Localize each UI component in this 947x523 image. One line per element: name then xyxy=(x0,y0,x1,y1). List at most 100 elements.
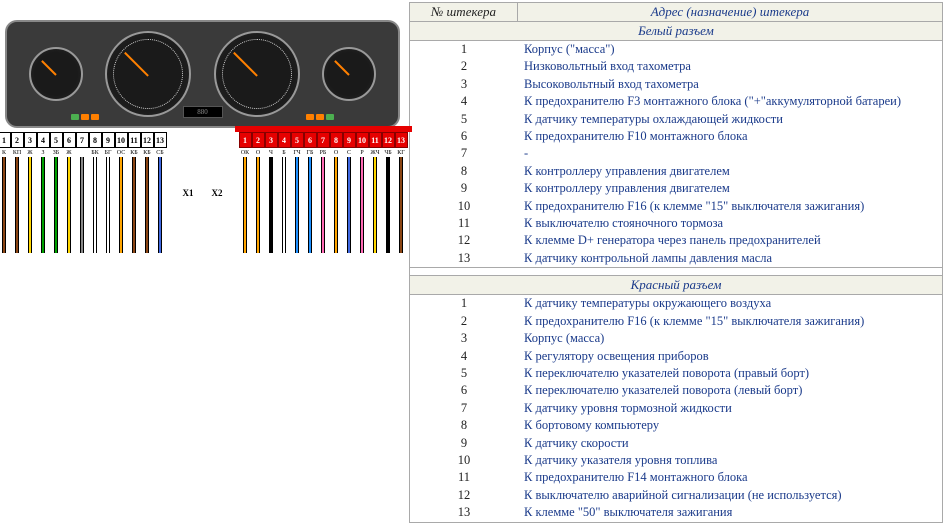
pin-desc-cell: К клемме D+ генератора через панель пред… xyxy=(518,232,821,249)
pin-number: 11 xyxy=(369,132,382,148)
speedometer xyxy=(214,31,300,117)
pin-number: 11 xyxy=(128,132,141,148)
pin-number-cell: 13 xyxy=(410,250,518,267)
wire xyxy=(304,157,317,253)
wire xyxy=(76,157,89,253)
pin-number: 7 xyxy=(317,132,330,148)
pin-number: 5 xyxy=(50,132,63,148)
pin-number: 12 xyxy=(141,132,154,148)
wire xyxy=(317,157,330,253)
wire-label: Ж xyxy=(63,149,76,157)
wire xyxy=(24,157,37,253)
wire-label: ЧБ xyxy=(382,149,395,157)
wire xyxy=(11,157,24,253)
wire-label: Ч xyxy=(265,149,278,157)
wire-label: ГЧ xyxy=(291,149,304,157)
wire-label: Ж xyxy=(24,149,37,157)
pin-desc-cell: Низковольтный вход тахометра xyxy=(518,58,691,75)
wire xyxy=(154,157,167,253)
table-row: 2К предохранителю F16 (к клемме "15" вык… xyxy=(410,313,942,330)
pin-number: 4 xyxy=(37,132,50,148)
pin-number-cell: 10 xyxy=(410,198,518,215)
instrument-cluster: 880 xyxy=(5,20,400,128)
pin-desc-cell: К датчику скорости xyxy=(518,435,629,452)
wire xyxy=(239,157,252,253)
pin-number-cell: 4 xyxy=(410,348,518,365)
pin-number-cell: 12 xyxy=(410,487,518,504)
pin-desc-cell: К контроллеру управления двигателем xyxy=(518,163,730,180)
table-row: 1К датчику температуры окружающего возду… xyxy=(410,295,942,312)
pin-number-cell: 7 xyxy=(410,145,518,162)
pin-number-cell: 4 xyxy=(410,93,518,110)
wire-label: ЖЧ xyxy=(369,149,382,157)
wire xyxy=(278,157,291,253)
wire xyxy=(343,157,356,253)
table-row: 4К регулятору освещения приборов xyxy=(410,348,942,365)
section-header-row: Красный разъем xyxy=(410,276,943,295)
table-row: 2Низковольтный вход тахометра xyxy=(410,58,942,75)
pin-number-cell: 11 xyxy=(410,469,518,486)
wire xyxy=(252,157,265,253)
wiring-diagram-panel: 880 12345678910111213 ККПЖЗЗБЖБКБГОСКБКБ… xyxy=(0,0,405,522)
pin-desc-cell: К предохранителю F3 монтажного блока ("+… xyxy=(518,93,901,110)
tachometer xyxy=(105,31,191,117)
wire xyxy=(37,157,50,253)
wire-label: Б xyxy=(278,149,291,157)
pin-number: 10 xyxy=(115,132,128,148)
wire-label: З xyxy=(37,149,50,157)
wire-label: БГ xyxy=(102,149,115,157)
table-row: 9К контроллеру управления двигателем xyxy=(410,180,942,197)
table-row: 3Высоковольтный вход тахометра xyxy=(410,76,942,93)
pin-number: 10 xyxy=(356,132,369,148)
pin-desc-cell: К предохранителю F14 монтажного блока xyxy=(518,469,748,486)
wire xyxy=(50,157,63,253)
pin-number: 1 xyxy=(239,132,252,148)
table-row: 8К контроллеру управления двигателем xyxy=(410,163,942,180)
pin-desc-cell: К переключателю указателей поворота (пра… xyxy=(518,365,809,382)
header-pin-number: № штекера xyxy=(410,3,518,22)
pin-number: 5 xyxy=(291,132,304,148)
pin-number-cell: 10 xyxy=(410,452,518,469)
pin-desc-cell: К датчику уровня тормозной жидкости xyxy=(518,400,732,417)
table-row: 12К клемме D+ генератора через панель пр… xyxy=(410,232,942,249)
pin-desc-cell: К предохранителю F10 монтажного блока xyxy=(518,128,748,145)
pin-number: 13 xyxy=(154,132,167,148)
pin-number-cell: 2 xyxy=(410,58,518,75)
pin-number-cell: 3 xyxy=(410,76,518,93)
table-row: 8К бортовому компьютеру xyxy=(410,417,942,434)
wire-label: КБ xyxy=(141,149,154,157)
section-title: Белый разъем xyxy=(410,22,943,41)
table-row: 10К предохранителю F16 (к клемме "15" вы… xyxy=(410,198,942,215)
pin-desc-cell: К выключателю стояночного тормоза xyxy=(518,215,723,232)
pin-desc-cell: К бортовому компьютеру xyxy=(518,417,659,434)
table-row: 5К переключателю указателей поворота (пр… xyxy=(410,365,942,382)
pin-number-cell: 9 xyxy=(410,180,518,197)
table-row: 6К переключателю указателей поворота (ле… xyxy=(410,382,942,399)
wire-label: О xyxy=(330,149,343,157)
connector-diagram: 12345678910111213 ККПЖЗЗБЖБКБГОСКБКБСБ X… xyxy=(4,132,401,253)
pin-number: 8 xyxy=(89,132,102,148)
pin-number-cell: 7 xyxy=(410,400,518,417)
wire xyxy=(141,157,154,253)
pin-desc-cell: Корпус (масса) xyxy=(518,330,604,347)
white-connector-x1: 12345678910111213 ККПЖЗЗБЖБКБГОСКБКБСБ xyxy=(0,132,167,253)
pin-desc-cell: Высоковольтный вход тахометра xyxy=(518,76,699,93)
wire-label: Р xyxy=(356,149,369,157)
wire-label: К xyxy=(0,149,11,157)
table-row: 11К выключателю стояночного тормоза xyxy=(410,215,942,232)
table-row: 1Корпус ("масса") xyxy=(410,41,942,58)
wire xyxy=(369,157,382,253)
wire xyxy=(115,157,128,253)
table-row: 13К клемме "50" выключателя зажигания xyxy=(410,504,942,521)
x1-label: X1 xyxy=(183,188,194,198)
pin-desc-cell: К регулятору освещения приборов xyxy=(518,348,709,365)
wire-label: С xyxy=(343,149,356,157)
table-row: 4К предохранителю F3 монтажного блока ("… xyxy=(410,93,942,110)
pin-desc-cell: Корпус ("масса") xyxy=(518,41,615,58)
wire-label xyxy=(76,149,89,157)
wire xyxy=(128,157,141,253)
pin-number: 13 xyxy=(395,132,408,148)
header-pin-desc: Адрес (назначение) штекера xyxy=(518,3,943,22)
pin-desc-cell: К датчику температуры охлаждающей жидкос… xyxy=(518,111,783,128)
table-row: 12К выключателю аварийной сигнализации (… xyxy=(410,487,942,504)
